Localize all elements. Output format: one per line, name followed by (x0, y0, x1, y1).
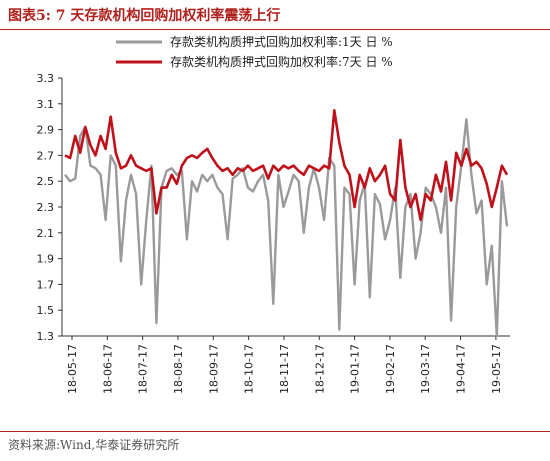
y-tick-label: 2.9 (37, 124, 55, 137)
series-line-2 (64, 109, 509, 222)
legend-label-2: 存款类机构质押式回购加权利率:7天 日 % (170, 54, 393, 69)
x-tick-label: 18-09-17 (207, 344, 220, 394)
figure-title: 图表5: 7 天存款机构回购加权利率震荡上行 (8, 8, 281, 24)
x-tick-label: 18-06-17 (101, 344, 114, 394)
x-tick-label: 18-05-17 (66, 344, 79, 394)
legend: 存款类机构质押式回购加权利率:1天 日 % 存款类机构质押式回购加权利率:7天 日… (116, 34, 393, 69)
x-tick-label: 18-08-17 (172, 344, 185, 394)
y-axis: 1.3 1.5 1.7 1.9 2.1 2.3 2.5 2.7 2.9 3.1 3.3 (37, 72, 63, 343)
title-bar: 图表5: 7 天存款机构回购加权利率震荡上行 (0, 0, 550, 30)
y-tick-label: 2.3 (37, 201, 55, 214)
x-tick-label: 19-02-17 (384, 344, 397, 394)
y-tick-label: 3.1 (37, 98, 55, 111)
x-tick-label: 18-07-17 (137, 344, 150, 394)
x-tick-label: 18-12-17 (313, 344, 326, 394)
source-divider (0, 431, 550, 432)
x-tick-label: 19-05-17 (490, 344, 503, 394)
series-layer (64, 109, 509, 338)
y-tick-label: 1.3 (37, 330, 55, 343)
y-tick-label: 1.7 (37, 278, 55, 291)
x-tick-label: 19-04-17 (455, 344, 468, 394)
title-divider (0, 29, 550, 30)
y-tick-label: 3.3 (37, 72, 55, 85)
x-tick-label: 19-01-17 (349, 344, 362, 394)
legend-label-1: 存款类机构质押式回购加权利率:1天 日 % (170, 34, 393, 49)
y-tick-label: 1.9 (37, 253, 55, 266)
y-tick-label: 2.5 (37, 175, 55, 188)
x-tick-label: 18-11-17 (278, 344, 291, 394)
y-tick-label: 1.5 (37, 304, 55, 317)
series-line-1 (64, 118, 509, 338)
x-tick-label: 19-03-17 (419, 344, 432, 394)
x-tick-label: 18-10-17 (243, 344, 256, 394)
x-axis: 18-05-17 18-06-17 18-07-17 18-08-17 18-09-17… (62, 335, 510, 394)
line-chart: 1.3 1.5 1.7 1.9 2.1 2.3 2.5 2.7 2.9 3.1 3.3 18-05-… (37, 34, 510, 394)
y-tick-label: 2.1 (37, 227, 55, 240)
y-tick-label: 2.7 (37, 149, 55, 162)
source-note: 资料来源:Wind,华泰证券研究所 (8, 438, 180, 452)
